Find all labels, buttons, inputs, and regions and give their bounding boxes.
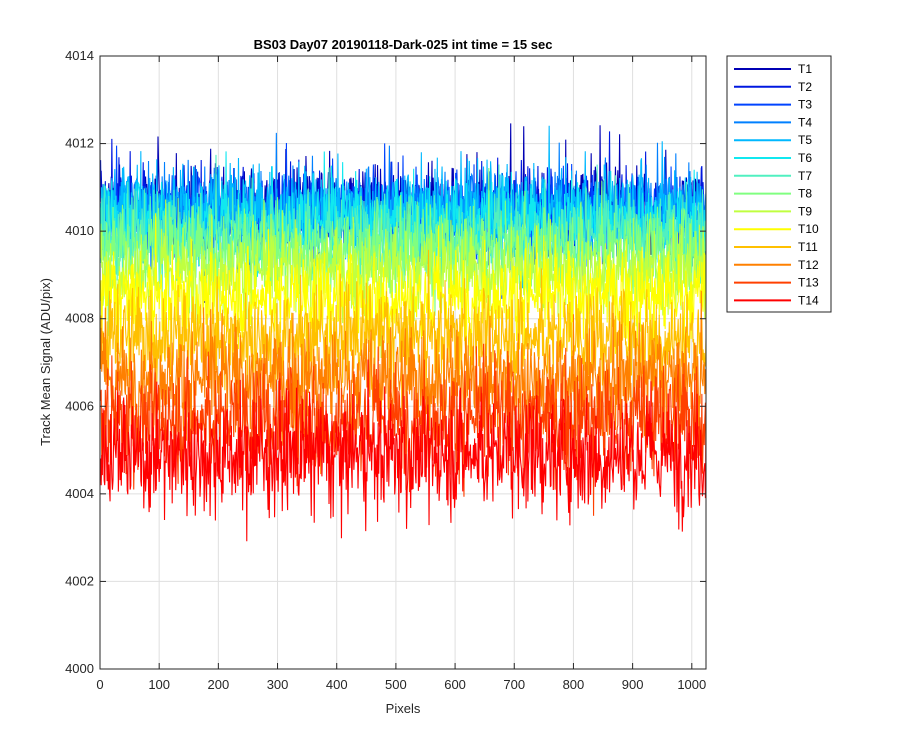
legend-label-t5: T5	[798, 133, 812, 147]
legend-label-t11: T11	[798, 240, 818, 254]
x-tick-label: 800	[563, 677, 585, 692]
legend-label-t13: T13	[798, 276, 819, 290]
series-line-t11	[100, 249, 706, 417]
legend-label-t7: T7	[798, 169, 812, 183]
series-line-t14	[100, 359, 706, 542]
y-tick-label: 4004	[65, 486, 94, 501]
y-tick-label: 4010	[65, 223, 94, 238]
x-tick-label: 0	[96, 677, 103, 692]
x-tick-label: 700	[503, 677, 525, 692]
legend-label-t1: T1	[798, 62, 812, 76]
legend-label-t6: T6	[798, 151, 812, 165]
legend-label-t2: T2	[798, 80, 812, 94]
series-line-t9	[100, 199, 706, 359]
x-tick-label: 900	[622, 677, 644, 692]
x-tick-label: 300	[267, 677, 289, 692]
legend-label-t9: T9	[798, 204, 812, 218]
y-tick-label: 4006	[65, 398, 94, 413]
legend-label-t14: T14	[798, 293, 819, 307]
y-tick-label: 4002	[65, 573, 94, 588]
x-tick-label: 100	[148, 677, 170, 692]
x-tick-label: 500	[385, 677, 407, 692]
legend: T1 T2 T3 T4 T5 T6 T7 T8 T9 T10 T11 T12 T13 T14	[726, 55, 832, 313]
y-tick-label: 4000	[65, 661, 94, 676]
series-lines	[100, 123, 706, 542]
y-tick-label: 4008	[65, 311, 94, 326]
x-tick-label: 200	[208, 677, 230, 692]
legend-label-t8: T8	[798, 187, 812, 201]
y-axis-ticks: 4000 4002 4004 4006 4008 4010 4012 4014	[65, 48, 706, 676]
series-line-t13	[100, 343, 706, 516]
legend-label-t10: T10	[798, 222, 819, 236]
y-axis-label: Track Mean Signal (ADU/pix)	[38, 278, 53, 446]
x-tick-label: 600	[444, 677, 466, 692]
series-line-t8	[100, 167, 706, 337]
legend-label-t4: T4	[798, 115, 812, 129]
y-tick-label: 4014	[65, 48, 94, 63]
legend-box	[726, 55, 832, 313]
x-tick-label: 400	[326, 677, 348, 692]
x-axis-label: Pixels	[386, 701, 421, 716]
x-axis-ticks: 0 100 200 300 400 500 600 700 800 900 1000	[96, 56, 706, 692]
x-tick-label: 1000	[677, 677, 706, 692]
plot-frame	[99, 55, 707, 670]
legend-label-t3: T3	[798, 98, 812, 112]
legend-label-t12: T12	[798, 258, 819, 272]
chart-title: BS03 Day07 20190118-Dark-025 int time = …	[254, 37, 553, 52]
series-line-t10	[100, 213, 706, 387]
y-tick-label: 4012	[65, 136, 94, 151]
